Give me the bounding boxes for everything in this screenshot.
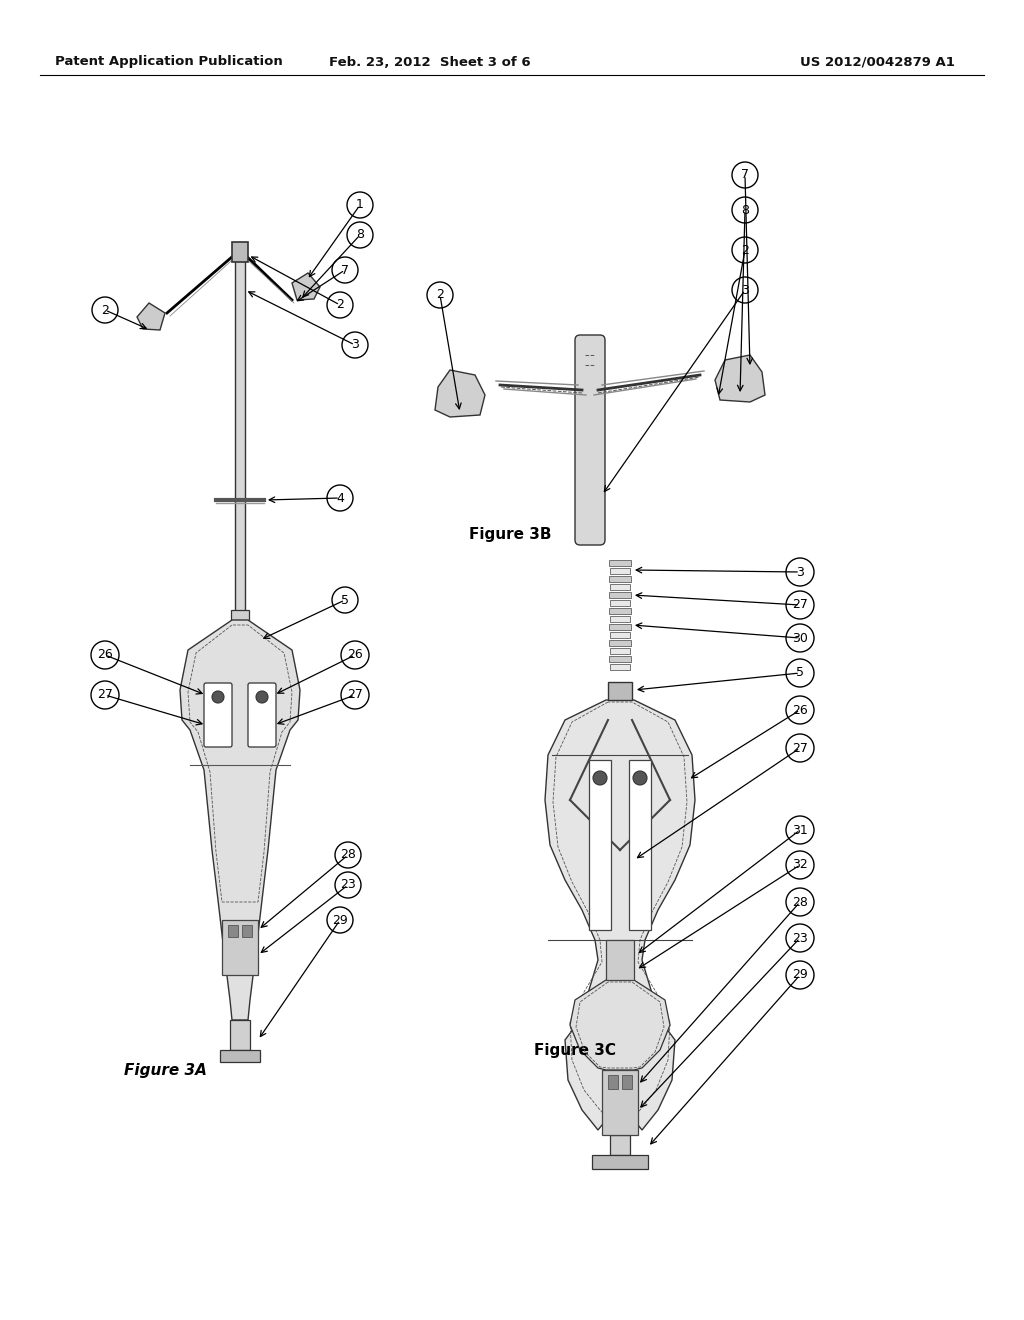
Text: 23: 23: [340, 879, 356, 891]
Text: 2: 2: [336, 298, 344, 312]
Text: 26: 26: [347, 648, 362, 661]
Polygon shape: [435, 370, 485, 417]
Polygon shape: [292, 273, 319, 300]
Polygon shape: [570, 979, 670, 1071]
FancyBboxPatch shape: [575, 335, 605, 545]
Text: Figure 3C: Figure 3C: [534, 1043, 616, 1057]
FancyBboxPatch shape: [609, 640, 631, 645]
Text: 26: 26: [793, 704, 808, 717]
Circle shape: [593, 771, 607, 785]
FancyBboxPatch shape: [222, 920, 258, 975]
Polygon shape: [715, 355, 765, 403]
FancyBboxPatch shape: [589, 760, 611, 931]
Text: 23: 23: [793, 932, 808, 945]
Text: 29: 29: [793, 969, 808, 982]
FancyBboxPatch shape: [608, 1074, 618, 1089]
FancyBboxPatch shape: [610, 568, 630, 574]
Text: 8: 8: [356, 228, 364, 242]
Text: 2: 2: [436, 289, 444, 301]
FancyBboxPatch shape: [608, 682, 632, 700]
Text: Figure 3A: Figure 3A: [124, 1063, 207, 1077]
Text: 3: 3: [351, 338, 359, 351]
Text: 31: 31: [793, 824, 808, 837]
Text: US 2012/0042879 A1: US 2012/0042879 A1: [800, 55, 954, 69]
FancyBboxPatch shape: [609, 624, 631, 630]
Text: 32: 32: [793, 858, 808, 871]
Text: 3: 3: [796, 565, 804, 578]
Text: 29: 29: [332, 913, 348, 927]
Circle shape: [633, 771, 647, 785]
FancyBboxPatch shape: [610, 601, 630, 606]
Text: 5: 5: [796, 667, 804, 680]
FancyBboxPatch shape: [234, 249, 245, 700]
FancyBboxPatch shape: [592, 1155, 648, 1170]
FancyBboxPatch shape: [248, 682, 276, 747]
FancyBboxPatch shape: [609, 656, 631, 663]
Text: 7: 7: [741, 169, 749, 181]
Circle shape: [256, 690, 268, 704]
FancyBboxPatch shape: [231, 610, 249, 640]
FancyBboxPatch shape: [609, 609, 631, 614]
Text: Patent Application Publication: Patent Application Publication: [55, 55, 283, 69]
Text: Figure 3B: Figure 3B: [469, 528, 551, 543]
FancyBboxPatch shape: [629, 760, 651, 931]
FancyBboxPatch shape: [602, 1071, 638, 1135]
Text: 27: 27: [347, 689, 362, 701]
FancyBboxPatch shape: [622, 1074, 632, 1089]
FancyBboxPatch shape: [230, 1020, 250, 1049]
FancyBboxPatch shape: [228, 925, 238, 937]
Text: 2: 2: [101, 304, 109, 317]
Polygon shape: [180, 620, 300, 1020]
FancyBboxPatch shape: [609, 576, 631, 582]
Text: 3: 3: [741, 284, 749, 297]
Polygon shape: [545, 700, 695, 1130]
Text: 28: 28: [792, 895, 808, 908]
FancyBboxPatch shape: [610, 664, 630, 671]
Polygon shape: [137, 304, 165, 330]
Text: 27: 27: [97, 689, 113, 701]
FancyBboxPatch shape: [610, 1135, 630, 1155]
FancyBboxPatch shape: [610, 616, 630, 622]
Text: 2: 2: [741, 243, 749, 256]
FancyBboxPatch shape: [242, 925, 252, 937]
FancyBboxPatch shape: [204, 682, 232, 747]
Text: 27: 27: [792, 598, 808, 611]
Text: 7: 7: [341, 264, 349, 276]
FancyBboxPatch shape: [609, 591, 631, 598]
FancyBboxPatch shape: [220, 1049, 260, 1063]
FancyBboxPatch shape: [610, 632, 630, 638]
Text: 30: 30: [792, 631, 808, 644]
Text: 4: 4: [336, 491, 344, 504]
Text: 27: 27: [792, 742, 808, 755]
Text: 26: 26: [97, 648, 113, 661]
FancyBboxPatch shape: [232, 242, 248, 261]
Text: 1: 1: [356, 198, 364, 211]
Text: Feb. 23, 2012  Sheet 3 of 6: Feb. 23, 2012 Sheet 3 of 6: [329, 55, 530, 69]
Text: 8: 8: [741, 203, 749, 216]
Text: 5: 5: [341, 594, 349, 606]
Circle shape: [212, 690, 224, 704]
Text: 28: 28: [340, 849, 356, 862]
FancyBboxPatch shape: [610, 648, 630, 653]
FancyBboxPatch shape: [606, 940, 634, 979]
FancyBboxPatch shape: [610, 583, 630, 590]
FancyBboxPatch shape: [609, 560, 631, 566]
